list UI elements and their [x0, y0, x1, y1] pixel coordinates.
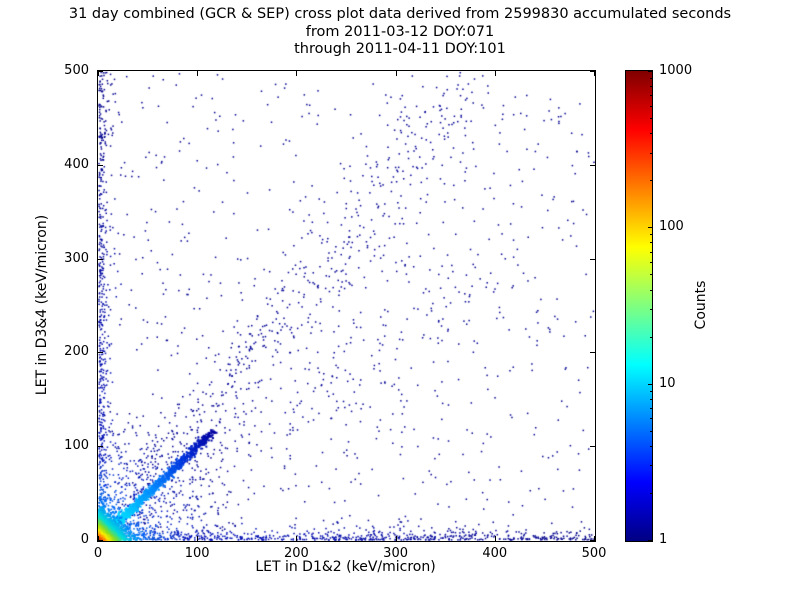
chart-title-line-3: through 2011-04-11 DOY:101 [294, 41, 506, 57]
x-tick-mark [594, 71, 595, 76]
y-tick-mark [590, 352, 595, 354]
plot-frame [97, 70, 596, 542]
colorbar-minor-tick-mark [650, 78, 653, 80]
x-tick-label: 300 [383, 546, 408, 561]
y-tick-mark [590, 446, 595, 448]
colorbar-minor-tick-mark [650, 289, 653, 291]
y-axis-label: LET in D3&4 (keV/micron) [34, 214, 50, 396]
x-axis-label: LET in D1&2 (keV/micron) [255, 559, 436, 575]
scatter-canvas [98, 71, 595, 541]
x-tick-mark [197, 71, 199, 76]
y-tick-mark [590, 258, 595, 260]
y-tick-label: 400 [64, 156, 89, 172]
x-tick-mark [98, 71, 99, 76]
y-tick-label: 300 [64, 250, 89, 266]
colorbar-tick-mark [648, 383, 653, 385]
colorbar-minor-tick-mark [650, 95, 653, 97]
x-tick-label: 200 [283, 546, 309, 561]
colorbar-tick-label: 10 [659, 375, 676, 391]
colorbar-minor-tick-mark [650, 86, 653, 88]
colorbar-minor-tick-mark [650, 118, 653, 120]
chart-title-line-1: 31 day combined (GCR & SEP) cross plot d… [68, 6, 732, 22]
y-tick-mark [98, 71, 103, 72]
colorbar-minor-tick-mark [650, 492, 653, 494]
colorbar-minor-tick-mark [650, 407, 653, 409]
x-tick-mark [395, 71, 397, 76]
y-tick-mark [98, 352, 103, 354]
y-tick-mark [98, 258, 103, 260]
colorbar-minor-tick-mark [650, 445, 653, 447]
y-tick-mark [590, 540, 595, 541]
x-tick-label: 0 [93, 546, 103, 561]
colorbar-minor-tick-mark [650, 390, 653, 392]
x-tick-label: 100 [184, 546, 210, 561]
colorbar-tick-label: 100 [659, 219, 684, 235]
colorbar-minor-tick-mark [650, 465, 653, 467]
y-tick-label: 500 [64, 63, 89, 78]
colorbar-minor-tick-mark [650, 133, 653, 135]
colorbar-minor-tick-mark [650, 336, 653, 338]
y-tick-mark [590, 164, 595, 166]
colorbar-minor-tick-mark [650, 105, 653, 107]
colorbar-tick-label: 1 [659, 532, 668, 547]
x-tick-mark [395, 536, 397, 541]
x-tick-mark [494, 536, 496, 541]
colorbar-minor-tick-mark [650, 180, 653, 182]
colorbar-minor-tick-mark [650, 274, 653, 276]
colorbar-minor-tick-mark [650, 251, 653, 253]
x-tick-mark [98, 536, 99, 541]
colorbar-tick-mark [648, 540, 653, 541]
x-tick-label: 400 [482, 546, 508, 561]
colorbar-minor-tick-mark [650, 418, 653, 420]
colorbar-tick-mark [648, 71, 653, 72]
colorbar-label: Counts [693, 280, 709, 330]
x-tick-label: 500 [581, 546, 607, 561]
y-tick-mark [590, 71, 595, 72]
colorbar-gradient [626, 71, 652, 541]
x-tick-mark [494, 71, 496, 76]
colorbar-minor-tick-mark [650, 309, 653, 311]
colorbar-tick-label: 1000 [659, 63, 693, 78]
y-tick-mark [98, 164, 103, 166]
colorbar-minor-tick-mark [650, 262, 653, 264]
colorbar-tick-mark [648, 227, 653, 229]
chart-title-line-2: from 2011-03-12 DOY:071 [305, 24, 495, 40]
colorbar-minor-tick-mark [650, 234, 653, 236]
x-tick-mark [296, 71, 298, 76]
y-tick-label: 100 [64, 438, 89, 454]
x-tick-mark [594, 536, 595, 541]
y-tick-label: 0 [80, 532, 89, 547]
colorbar-minor-tick-mark [650, 398, 653, 400]
x-tick-mark [296, 536, 298, 541]
colorbar-minor-tick-mark [650, 430, 653, 432]
colorbar [625, 70, 653, 542]
y-tick-label: 200 [64, 344, 89, 360]
y-tick-mark [98, 446, 103, 448]
colorbar-minor-tick-mark [650, 152, 653, 154]
x-tick-mark [197, 536, 199, 541]
y-tick-mark [98, 540, 103, 541]
colorbar-minor-tick-mark [650, 242, 653, 244]
